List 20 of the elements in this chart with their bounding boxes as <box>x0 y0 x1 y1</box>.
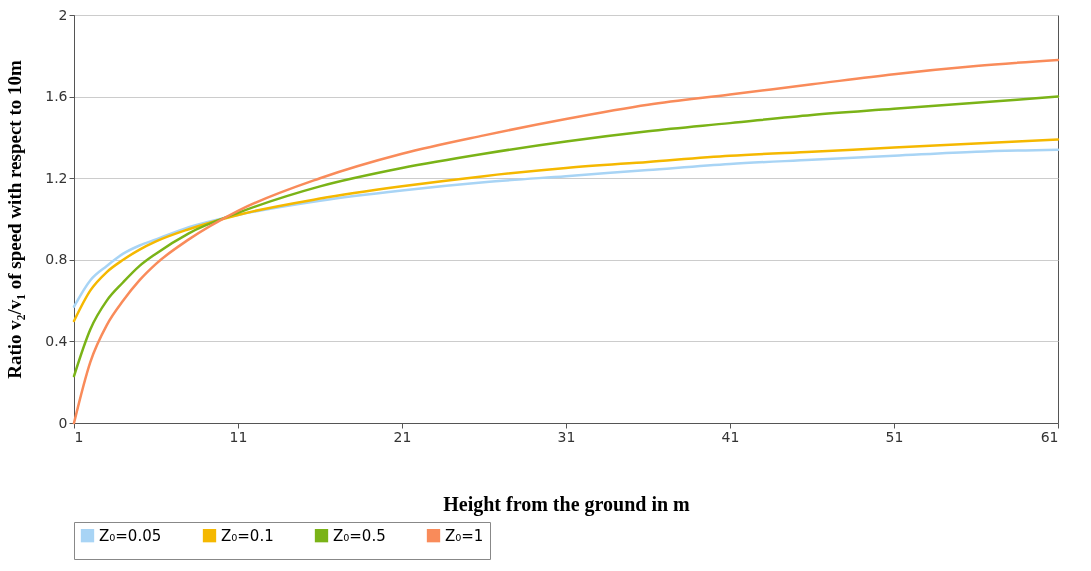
legend-label: Z₀=0.1 <box>221 526 274 545</box>
legend-label: Z₀=0.5 <box>333 526 386 545</box>
x-tick-label: 21 <box>393 428 412 445</box>
x-tick-label: 11 <box>229 428 248 445</box>
y-tick-label: 1.6 <box>45 88 68 105</box>
legend-label: Z₀=1 <box>445 526 484 545</box>
y-axis-title: Ratio v₂/v₁ of speed with respect to 10m <box>4 59 26 379</box>
x-tick-label: 1 <box>74 428 84 445</box>
x-axis-title: Height from the ground in m <box>443 492 691 516</box>
y-tick-label: 2 <box>58 6 68 23</box>
y-tick-label: 0.4 <box>45 332 68 349</box>
legend-label: Z₀=0.05 <box>99 526 162 545</box>
x-tick-label: 61 <box>1040 428 1059 445</box>
y-tick-label: 1.2 <box>45 169 68 186</box>
y-tick-label: 0.8 <box>45 251 68 268</box>
y-tick-label: 0 <box>58 414 68 431</box>
x-tick-label: 41 <box>721 428 740 445</box>
x-tick-label: 51 <box>885 428 904 445</box>
line-series <box>72 95 1060 378</box>
x-tick-label: 31 <box>557 428 576 445</box>
